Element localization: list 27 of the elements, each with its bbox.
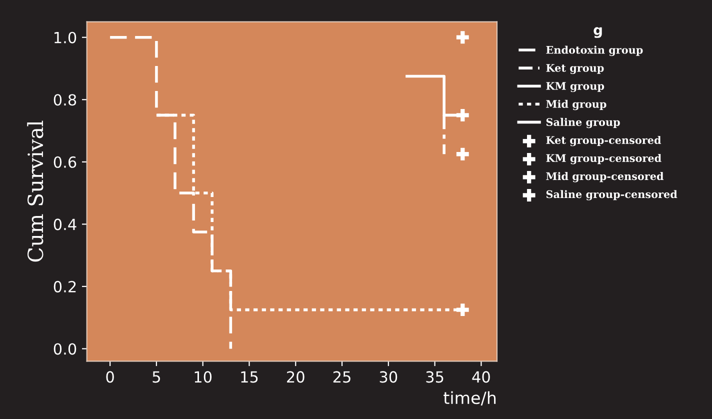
y-tick-label: 0.2 bbox=[54, 280, 76, 292]
x-tick-label: 20 bbox=[287, 371, 304, 383]
y-tick-label: 0.6 bbox=[54, 156, 76, 168]
legend-label: Endotoxin group bbox=[546, 46, 643, 56]
legend-label: Mid group bbox=[546, 100, 606, 110]
x-tick-label: 5 bbox=[152, 371, 160, 383]
legend-label: Ket group-censored bbox=[546, 136, 662, 146]
y-tick-label: 0.4 bbox=[54, 218, 76, 230]
y-tick-label: 0.8 bbox=[54, 94, 76, 106]
x-tick-label: 40 bbox=[472, 371, 490, 383]
legend-label: Mid group-censored bbox=[546, 172, 664, 182]
y-tick-label: 0.0 bbox=[54, 343, 76, 355]
legend-label: Saline group bbox=[546, 118, 620, 128]
legend-title: g bbox=[594, 27, 602, 38]
x-tick-label: 0 bbox=[106, 371, 114, 383]
y-axis-title: Cum Survival bbox=[27, 120, 44, 262]
legend-label: KM group-censored bbox=[546, 154, 662, 164]
legend-label: Ket group bbox=[546, 64, 604, 74]
legend-label: Saline group-censored bbox=[546, 190, 678, 200]
x-tick-label: 25 bbox=[333, 371, 350, 383]
x-axis-title: time/h bbox=[444, 391, 496, 406]
x-tick-label: 15 bbox=[241, 371, 258, 383]
x-tick-label: 30 bbox=[380, 371, 398, 383]
y-tick-label: 1.0 bbox=[54, 32, 76, 44]
x-tick-label: 35 bbox=[426, 371, 444, 383]
x-tick-label: 10 bbox=[194, 371, 212, 383]
legend-label: KM group bbox=[546, 82, 604, 92]
